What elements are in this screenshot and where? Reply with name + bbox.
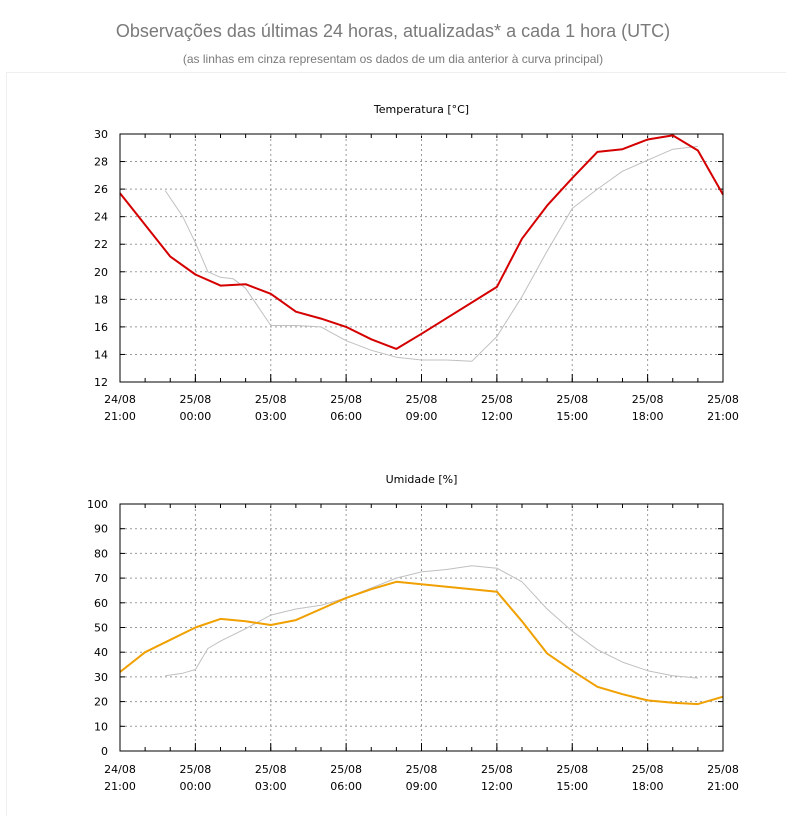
charts-panel — [6, 72, 786, 816]
humidity-x-tick-date: 25/08 — [330, 763, 362, 776]
temperature-y-tick-label: 18 — [94, 293, 108, 306]
humidity-x-tick-time: 18:00 — [632, 780, 664, 793]
humidity-x-tick-time: 12:00 — [481, 780, 513, 793]
humidity-y-tick-label: 0 — [101, 745, 108, 758]
humidity-x-tick-time: 00:00 — [180, 780, 212, 793]
temperature-y-tick-label: 16 — [94, 321, 108, 334]
humidity-x-tick-date: 25/08 — [481, 763, 513, 776]
temperature-x-tick-time: 03:00 — [255, 410, 287, 423]
temperature-x-tick-time: 00:00 — [180, 410, 212, 423]
humidity-x-tick-date: 25/08 — [556, 763, 588, 776]
temperature-x-tick-time: 21:00 — [104, 410, 136, 423]
humidity-x-tick-date: 24/08 — [104, 763, 136, 776]
temperature-x-tick-time: 18:00 — [632, 410, 664, 423]
humidity-y-tick-label: 30 — [94, 671, 108, 684]
temperature-x-tick-time: 15:00 — [556, 410, 588, 423]
humidity-x-tick-time: 03:00 — [255, 780, 287, 793]
humidity-y-tick-label: 80 — [94, 547, 108, 560]
humidity-x-tick-date: 25/08 — [632, 763, 664, 776]
temperature-y-tick-label: 20 — [94, 266, 108, 279]
page-subtitle: (as linhas em cinza representam os dados… — [182, 52, 604, 66]
humidity-chart-title: Umidade [%] — [386, 473, 458, 486]
temperature-x-tick-date: 25/08 — [255, 393, 287, 406]
temperature-x-tick-date: 25/08 — [180, 393, 212, 406]
temperature-x-tick-date: 25/08 — [406, 393, 438, 406]
temperature-x-tick-date: 25/08 — [556, 393, 588, 406]
temperature-x-tick-time: 12:00 — [481, 410, 513, 423]
humidity-x-tick-time: 09:00 — [406, 780, 438, 793]
page-title: Observações das últimas 24 horas, atuali… — [115, 21, 671, 41]
humidity-y-tick-label: 40 — [94, 646, 108, 659]
temperature-y-tick-label: 22 — [94, 238, 108, 251]
humidity-main-line — [119, 580, 724, 706]
humidity-y-tick-label: 50 — [94, 622, 108, 635]
temperature-y-tick-label: 30 — [94, 128, 108, 141]
temperature-y-tick-label: 28 — [94, 156, 108, 169]
temperature-x-tick-time: 09:00 — [406, 410, 438, 423]
humidity-x-tick-date: 25/08 — [707, 763, 739, 776]
temperature-y-tick-label: 24 — [94, 211, 108, 224]
temperature-x-tick-date: 25/08 — [330, 393, 362, 406]
temperature-y-tick-label: 26 — [94, 183, 108, 196]
humidity-x-tick-time: 21:00 — [707, 780, 739, 793]
temperature-x-tick-time: 21:00 — [707, 410, 739, 423]
humidity-y-tick-label: 10 — [94, 720, 108, 733]
humidity-x-tick-time: 21:00 — [104, 780, 136, 793]
humidity-y-tick-label: 20 — [94, 696, 108, 709]
humidity-chart: Umidade [%] 0 10 20 30 40 50 60 70 80 90 100 24/08 21… — [87, 473, 739, 793]
humidity-x-tick-time: 06:00 — [330, 780, 362, 793]
humidity-x-tick-date: 25/08 — [406, 763, 438, 776]
temperature-main-line — [119, 134, 724, 350]
temperature-previous-day-line — [164, 145, 698, 362]
humidity-previous-day-line — [165, 565, 698, 679]
temperature-y-tick-label: 14 — [94, 348, 108, 361]
temperature-chart-title: Temperatura [°C] — [373, 103, 469, 116]
temperature-x-tick-date: 25/08 — [481, 393, 513, 406]
temperature-x-tick-time: 06:00 — [330, 410, 362, 423]
temperature-y-tick-label: 12 — [94, 376, 108, 389]
temperature-x-tick-date: 25/08 — [707, 393, 739, 406]
temperature-x-tick-date: 25/08 — [632, 393, 664, 406]
temperature-x-tick-date: 24/08 — [104, 393, 136, 406]
humidity-x-tick-time: 15:00 — [556, 780, 588, 793]
humidity-x-tick-date: 25/08 — [255, 763, 287, 776]
temperature-plot-frame — [119, 133, 724, 383]
humidity-y-tick-label: 100 — [87, 498, 108, 511]
humidity-plot-frame — [119, 503, 724, 752]
humidity-y-tick-label: 70 — [94, 572, 108, 585]
temperature-chart: Temperatura [°C] 12 14 16 18 20 22 24 26 28 30 24/0… — [94, 103, 739, 423]
humidity-y-tick-label: 90 — [94, 523, 108, 536]
humidity-x-tick-date: 25/08 — [180, 763, 212, 776]
humidity-y-tick-label: 60 — [94, 597, 108, 610]
